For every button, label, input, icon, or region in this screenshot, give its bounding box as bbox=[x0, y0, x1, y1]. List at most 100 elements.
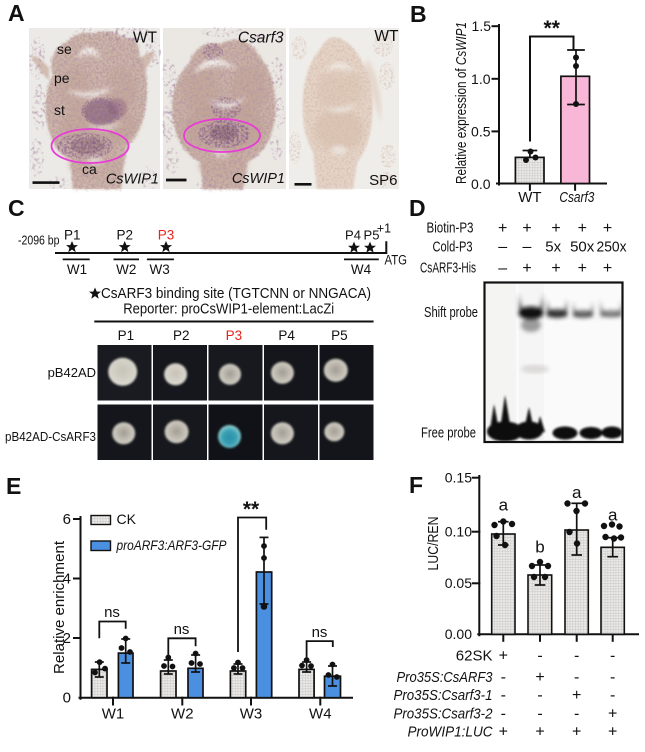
svg-text:W2: W2 bbox=[171, 706, 194, 723]
svg-text:CK: CK bbox=[117, 511, 137, 527]
svg-text:A: A bbox=[8, 0, 25, 26]
svg-text:W3: W3 bbox=[240, 706, 263, 723]
svg-text:pB42AD-CsARF3: pB42AD-CsARF3 bbox=[5, 429, 96, 444]
svg-text:+: + bbox=[608, 723, 617, 740]
svg-text:+: + bbox=[608, 705, 617, 722]
svg-text:P4: P4 bbox=[278, 328, 295, 343]
svg-text:0.0: 0.0 bbox=[471, 176, 491, 192]
svg-text:Relative enrichment: Relative enrichment bbox=[51, 540, 68, 674]
svg-text:0.15: 0.15 bbox=[445, 469, 472, 485]
svg-text:b: b bbox=[535, 538, 544, 557]
svg-text:+: + bbox=[499, 723, 508, 740]
svg-text:a: a bbox=[499, 496, 509, 515]
svg-text:F: F bbox=[409, 472, 423, 498]
svg-text:+: + bbox=[499, 648, 508, 665]
svg-text:W4: W4 bbox=[309, 706, 332, 723]
svg-text:-: - bbox=[574, 705, 579, 722]
svg-text:Cold-P3: Cold-P3 bbox=[433, 239, 473, 256]
svg-text:LUC/REN: LUC/REN bbox=[425, 517, 442, 571]
svg-text:pe: pe bbox=[54, 70, 70, 86]
svg-text:Csarf3: Csarf3 bbox=[238, 30, 284, 47]
svg-text:0.5: 0.5 bbox=[471, 123, 491, 139]
svg-text:+: + bbox=[551, 220, 560, 237]
svg-text:ns: ns bbox=[312, 624, 328, 641]
svg-text:Shift probe: Shift probe bbox=[424, 304, 478, 321]
svg-text:proARF3:ARF3-GFP: proARF3:ARF3-GFP bbox=[116, 537, 227, 553]
svg-text:CsWIP1: CsWIP1 bbox=[232, 171, 285, 187]
svg-text:0: 0 bbox=[63, 690, 71, 707]
svg-text:**: ** bbox=[544, 17, 561, 40]
svg-text:0.05: 0.05 bbox=[445, 575, 472, 591]
svg-text:W4: W4 bbox=[351, 262, 372, 277]
svg-text:1.0: 1.0 bbox=[471, 71, 491, 87]
svg-text:P2: P2 bbox=[173, 328, 190, 343]
svg-text:-: - bbox=[501, 669, 506, 686]
svg-text:pB42AD: pB42AD bbox=[48, 365, 96, 380]
svg-text:WT: WT bbox=[374, 28, 399, 45]
svg-text:-2096 bp: -2096 bp bbox=[18, 234, 60, 248]
svg-text:-: - bbox=[610, 669, 615, 686]
svg-text:CsARF3 binding site (TGTCNN or: CsARF3 binding site (TGTCNN or NNGACA) bbox=[101, 286, 371, 302]
svg-text:-: - bbox=[537, 705, 542, 722]
svg-text:Relative expression of CsWIP1: Relative expression of CsWIP1 bbox=[454, 22, 470, 184]
svg-text:Pro35S:CsARF3: Pro35S:CsARF3 bbox=[397, 669, 494, 686]
svg-text:E: E bbox=[6, 473, 21, 499]
svg-text:a: a bbox=[608, 506, 618, 525]
svg-text:+: + bbox=[551, 260, 560, 277]
svg-text:5x: 5x bbox=[545, 239, 561, 256]
svg-text:2: 2 bbox=[63, 630, 71, 647]
svg-text:+: + bbox=[603, 220, 612, 237]
svg-text:–: – bbox=[523, 239, 532, 256]
svg-text:+: + bbox=[535, 669, 544, 686]
svg-text:+: + bbox=[578, 220, 587, 237]
svg-text:Reporter: proCsWIP1-element:La: Reporter: proCsWIP1-element:LacZi bbox=[123, 302, 334, 318]
svg-text:ca: ca bbox=[82, 161, 97, 177]
svg-text:se: se bbox=[57, 41, 72, 57]
svg-text:WT: WT bbox=[133, 30, 158, 47]
svg-text:+: + bbox=[578, 260, 587, 277]
svg-text:CsARF3-His: CsARF3-His bbox=[420, 260, 476, 277]
svg-text:P2: P2 bbox=[116, 228, 133, 243]
svg-text:-: - bbox=[574, 669, 579, 686]
svg-text:+: + bbox=[572, 687, 581, 704]
svg-text:-: - bbox=[537, 687, 542, 704]
svg-text:–: – bbox=[498, 239, 507, 256]
svg-text:-: - bbox=[501, 705, 506, 722]
svg-text:Free probe: Free probe bbox=[421, 425, 476, 442]
svg-text:ProWIP1:LUC: ProWIP1:LUC bbox=[408, 723, 493, 740]
svg-text:W2: W2 bbox=[116, 262, 136, 277]
svg-text:-: - bbox=[610, 687, 615, 704]
svg-text:1.5: 1.5 bbox=[472, 18, 492, 34]
svg-text:C: C bbox=[8, 195, 25, 221]
svg-text:W1: W1 bbox=[102, 706, 125, 723]
svg-text:P1: P1 bbox=[118, 328, 135, 343]
svg-text:B: B bbox=[410, 1, 427, 27]
svg-text:**: ** bbox=[243, 498, 260, 521]
svg-text:SP6: SP6 bbox=[369, 172, 397, 189]
svg-text:4: 4 bbox=[63, 571, 71, 588]
svg-text:P1: P1 bbox=[64, 228, 81, 243]
svg-text:P5: P5 bbox=[364, 228, 380, 243]
svg-text:+: + bbox=[498, 220, 507, 237]
svg-text:+: + bbox=[572, 723, 581, 740]
svg-text:+: + bbox=[535, 723, 544, 740]
svg-text:62SK: 62SK bbox=[456, 648, 493, 665]
svg-text:50x: 50x bbox=[570, 239, 595, 256]
svg-text:-: - bbox=[574, 648, 579, 665]
svg-text:ns: ns bbox=[104, 604, 120, 621]
svg-text:P5: P5 bbox=[331, 328, 348, 343]
svg-text:W1: W1 bbox=[67, 262, 87, 277]
svg-text:W3: W3 bbox=[149, 262, 169, 277]
svg-text:a: a bbox=[572, 483, 582, 502]
svg-text:Pro35S:Csarf3-2: Pro35S:Csarf3-2 bbox=[394, 705, 494, 722]
svg-text:D: D bbox=[409, 195, 426, 221]
svg-text:CsWIP1: CsWIP1 bbox=[106, 172, 159, 188]
svg-text:-: - bbox=[537, 648, 542, 665]
svg-text:250x: 250x bbox=[597, 239, 627, 256]
svg-text:6: 6 bbox=[63, 511, 71, 528]
svg-text:+1: +1 bbox=[377, 222, 391, 236]
svg-text:st: st bbox=[54, 102, 65, 118]
svg-text:P3: P3 bbox=[226, 328, 243, 343]
svg-text:P3: P3 bbox=[158, 228, 175, 243]
svg-text:Pro35S:Csarf3-1: Pro35S:Csarf3-1 bbox=[394, 687, 493, 704]
